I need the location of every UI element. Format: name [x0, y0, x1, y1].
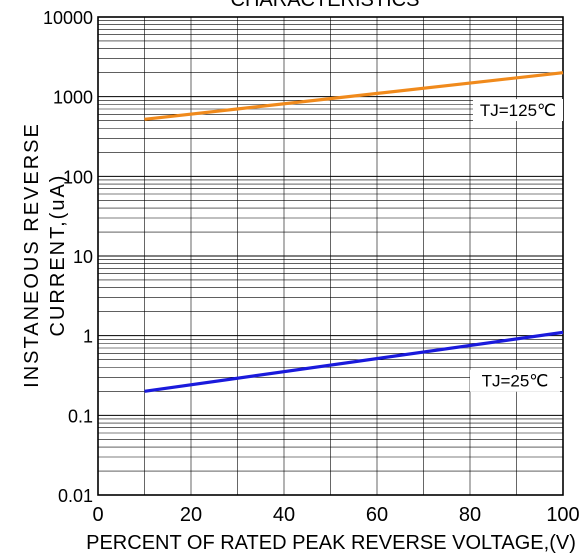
y-tick-label: 0.01 [58, 486, 93, 506]
x-tick-label: 100 [546, 504, 579, 526]
plot-frame [97, 16, 564, 496]
series-label: TJ=125℃ [480, 101, 556, 120]
series-label-bg [470, 369, 560, 392]
x-tick-label: 60 [366, 504, 388, 526]
grid [97, 16, 564, 496]
y-tick-label: 10 [73, 247, 93, 267]
series-line [144, 71, 564, 121]
y-tick-label: 1000 [53, 88, 93, 108]
data-series [144, 71, 564, 393]
series-label-bg [473, 99, 563, 122]
series-label: TJ=25℃ [482, 372, 549, 391]
x-tick-label: 20 [180, 504, 202, 526]
y-axis-label-line2: CURRENT,(uA) [47, 174, 69, 337]
x-tick-label: 40 [273, 504, 295, 526]
tick-labels: 0 20 40 60 80 100 0.01 0.1 1 10 100 1000 10000 [43, 8, 580, 526]
chart-title: CHARACTERISTICS [231, 0, 420, 11]
y-tick-label: 10000 [43, 8, 93, 28]
series-labels: TJ=125℃ TJ=25℃ [470, 99, 563, 392]
y-axis-label-line1: INSTANEOUS REVERSE [21, 122, 43, 388]
y-tick-label: 1 [83, 327, 93, 347]
x-axis-label: PERCENT OF RATED PEAK REVERSE VOLTAGE,(V… [86, 532, 576, 554]
y-tick-label: 0.1 [68, 406, 93, 426]
x-tick-label: 80 [459, 504, 481, 526]
x-tick-label: 0 [92, 504, 103, 526]
y-tick-label: 100 [63, 167, 93, 187]
series-line [144, 330, 564, 393]
